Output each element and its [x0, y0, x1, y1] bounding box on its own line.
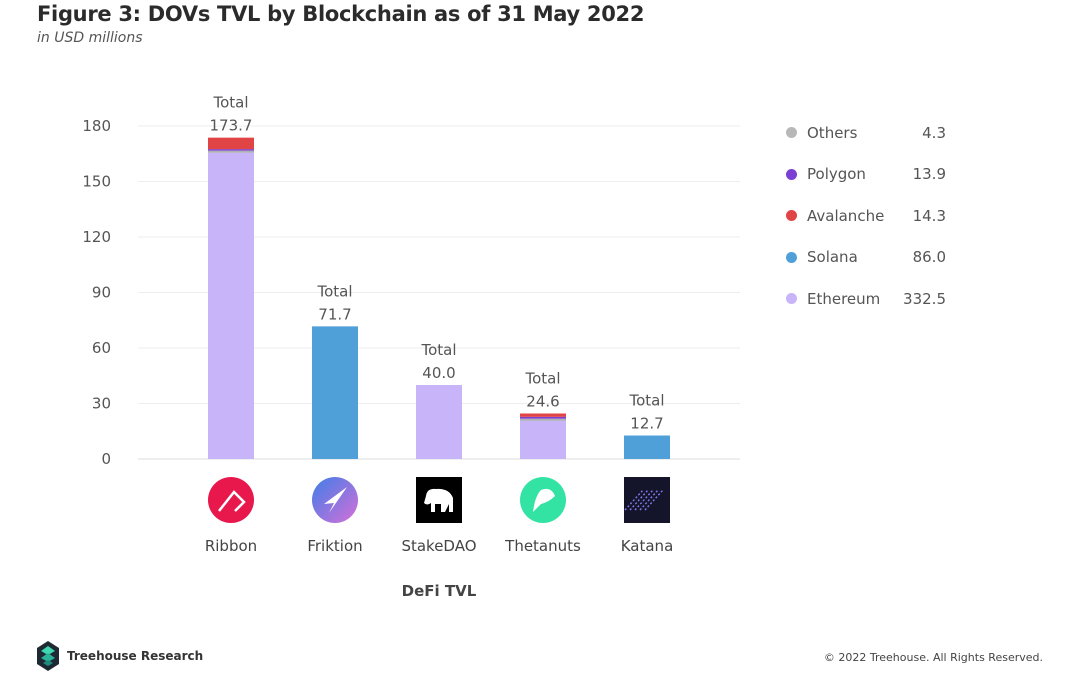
- category-label: Thetanuts: [504, 537, 581, 555]
- total-value: 173.7: [210, 117, 253, 135]
- ribbon-logo-icon: [208, 477, 254, 523]
- total-value: 40.0: [422, 364, 455, 382]
- y-tick-label: 150: [82, 173, 111, 191]
- bar-segment-others-thetanuts: [520, 418, 566, 421]
- friktion-logo-icon: [312, 477, 358, 523]
- legend-item-solana: Solana 86.0: [786, 237, 946, 279]
- legend-dot-icon: [786, 127, 797, 139]
- bar-segment-polygon-ribbon: [208, 149, 254, 151]
- brand-name: Treehouse Research: [67, 649, 204, 663]
- total-caption: Total: [316, 282, 352, 300]
- legend-dot-icon: [786, 168, 797, 180]
- y-tick-label: 60: [92, 339, 111, 357]
- legend-item-polygon: Polygon 13.9: [786, 154, 946, 196]
- y-tick-label: 120: [82, 228, 111, 246]
- legend-dot-icon: [786, 251, 797, 263]
- category-label: Ribbon: [205, 537, 257, 555]
- legend-label: Avalanche: [807, 206, 885, 225]
- y-tick-label: 180: [82, 117, 111, 135]
- y-tick-label: 30: [92, 395, 111, 413]
- stakedao-logo-icon: [416, 477, 462, 523]
- legend-value: 4.3: [922, 123, 946, 142]
- total-caption: Total: [628, 392, 664, 410]
- total-value: 12.7: [630, 415, 663, 433]
- katana-logo-icon: [624, 477, 670, 523]
- bar-segment-solana-katana: [624, 435, 670, 459]
- legend-dot-icon: [786, 293, 797, 305]
- legend-item-ethereum: Ethereum 332.5: [786, 278, 946, 320]
- x-axis-label: DeFi TVL: [402, 582, 477, 600]
- category-label: StakeDAO: [401, 537, 476, 555]
- category-icons: [208, 477, 670, 523]
- total-caption: Total: [212, 94, 248, 112]
- treehouse-logo-icon: [37, 641, 59, 671]
- bar-segment-polygon-thetanuts: [520, 416, 566, 419]
- legend-value: 86.0: [912, 248, 946, 267]
- legend: Others 4.3 Polygon 13.9 Avalanche 14.3 Solana 8…: [786, 112, 946, 320]
- legend-item-others: Others 4.3: [786, 112, 946, 154]
- y-tick-label: 0: [101, 450, 111, 468]
- bar-segment-ethereum-ribbon: [208, 152, 254, 459]
- chart-title: Figure 3: DOVs TVL by Blockchain as of 3…: [37, 2, 645, 26]
- legend-label: Polygon: [807, 165, 866, 184]
- total-value: 24.6: [526, 392, 559, 410]
- bar-segment-ethereum-thetanuts: [520, 420, 566, 459]
- treehouse-brand: Treehouse Research: [37, 641, 203, 671]
- category-label: Friktion: [307, 537, 362, 555]
- thetanuts-logo-icon: [520, 477, 566, 523]
- bar-segment-avalanche-thetanuts: [520, 413, 566, 417]
- legend-dot-icon: [786, 210, 797, 222]
- y-tick-label: 90: [92, 284, 111, 302]
- legend-label: Solana: [807, 248, 858, 267]
- bars: [208, 137, 670, 459]
- category-labels: Ribbon Friktion StakeDAO Thetanuts Katana: [205, 537, 673, 555]
- chart-subtitle: in USD millions: [37, 30, 143, 46]
- total-caption: Total: [420, 341, 456, 359]
- total-caption: Total: [524, 369, 560, 387]
- copyright: © 2022 Treehouse. All Rights Reserved.: [823, 651, 1043, 664]
- total-labels: Total 173.7 Total 71.7 Total 40.0 Total 24.6 Tot…: [210, 94, 665, 433]
- legend-label: Ethereum: [807, 289, 881, 308]
- legend-value: 332.5: [903, 289, 946, 308]
- bar-segment-others-ribbon: [208, 150, 254, 153]
- legend-item-avalanche: Avalanche 14.3: [786, 195, 946, 237]
- bar-segment-ethereum-stakedao: [416, 385, 462, 459]
- bar-segment-avalanche-ribbon: [208, 137, 254, 150]
- legend-label: Others: [807, 123, 858, 142]
- legend-value: 14.3: [912, 206, 946, 225]
- category-label: Katana: [621, 537, 674, 555]
- total-value: 71.7: [318, 305, 351, 323]
- legend-value: 13.9: [912, 165, 946, 184]
- y-axis-ticks: 0 30 60 90 120 150 180: [82, 117, 111, 468]
- bar-segment-solana-friktion: [312, 326, 358, 459]
